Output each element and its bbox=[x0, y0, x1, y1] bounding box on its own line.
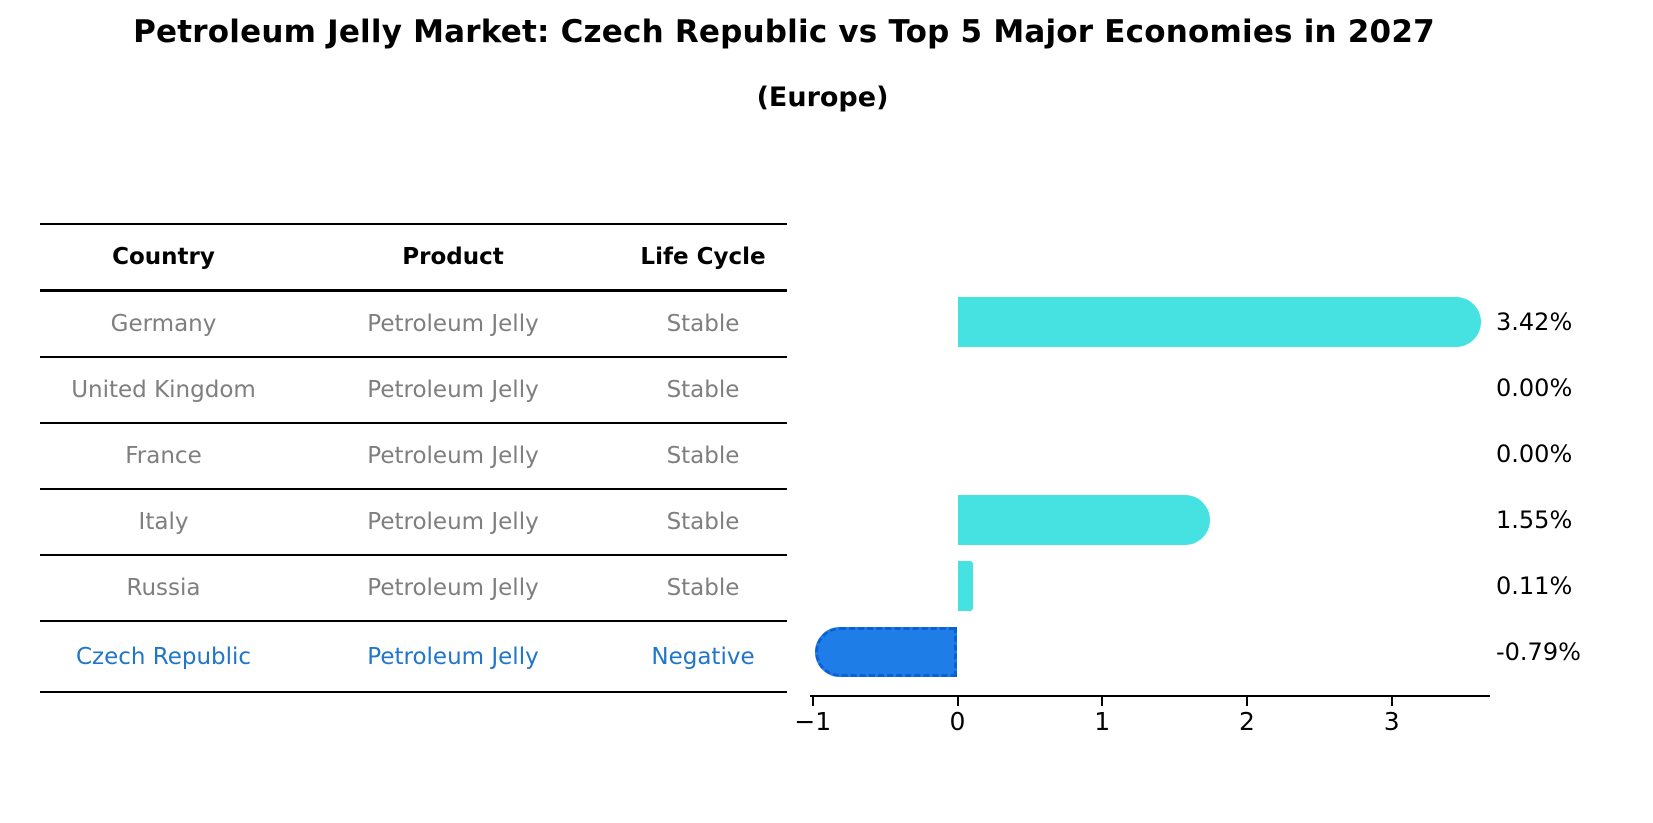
value-label: 0.11% bbox=[1496, 572, 1573, 600]
life-cycle-cell: Stable bbox=[666, 509, 740, 535]
country-cell: United Kingdom bbox=[71, 377, 256, 403]
x-tick-label: 3 bbox=[1383, 707, 1400, 736]
chart-subtitle: (Europe) bbox=[756, 82, 889, 113]
value-label: -0.79% bbox=[1496, 638, 1581, 666]
value-label: 0.00% bbox=[1496, 374, 1573, 402]
x-tick-mark bbox=[956, 697, 959, 706]
life-cycle-cell: Stable bbox=[666, 377, 740, 403]
country-cell: Russia bbox=[126, 575, 201, 601]
life-cycle-cell: Negative bbox=[651, 643, 755, 670]
country-table: Country Product Life Cycle Germany Petro… bbox=[40, 223, 787, 693]
column-header-life-cycle: Life Cycle bbox=[640, 244, 766, 270]
table-header-row: Country Product Life Cycle bbox=[40, 225, 787, 292]
life-cycle-cell: Stable bbox=[666, 443, 740, 469]
x-tick-mark bbox=[811, 697, 814, 706]
product-cell: Petroleum Jelly bbox=[367, 377, 539, 403]
column-header-country: Country bbox=[112, 244, 215, 270]
value-label: 1.55% bbox=[1496, 506, 1573, 534]
country-cell: Germany bbox=[110, 311, 217, 337]
bar-italy bbox=[957, 495, 1210, 545]
product-cell: Petroleum Jelly bbox=[367, 443, 539, 469]
product-cell: Petroleum Jelly bbox=[367, 575, 539, 601]
value-label: 3.42% bbox=[1496, 308, 1573, 336]
table-row: Germany Petroleum Jelly Stable bbox=[40, 292, 787, 358]
product-cell: Petroleum Jelly bbox=[367, 509, 539, 535]
life-cycle-cell: Stable bbox=[666, 575, 740, 601]
column-header-product: Product bbox=[402, 244, 504, 270]
value-label: 0.00% bbox=[1496, 440, 1573, 468]
x-axis-line bbox=[810, 695, 1490, 697]
x-tick-mark bbox=[1246, 697, 1248, 706]
x-tick-mark bbox=[1390, 697, 1393, 706]
x-tick-label: 0 bbox=[949, 707, 966, 736]
bar-germany bbox=[957, 297, 1481, 347]
life-cycle-cell: Stable bbox=[666, 311, 740, 337]
x-tick-mark bbox=[1101, 697, 1104, 706]
table-row: Italy Petroleum Jelly Stable bbox=[40, 490, 787, 556]
country-cell: Italy bbox=[138, 509, 189, 535]
bar-czech-republic bbox=[815, 627, 958, 677]
table-row: Czech Republic Petroleum Jelly Negative bbox=[40, 622, 787, 693]
x-tick-label: 2 bbox=[1239, 707, 1255, 736]
bar-russia bbox=[957, 561, 974, 611]
country-cell: France bbox=[125, 443, 202, 469]
x-tick-label: 1 bbox=[1094, 707, 1111, 736]
product-cell: Petroleum Jelly bbox=[367, 311, 539, 337]
product-cell: Petroleum Jelly bbox=[367, 643, 539, 670]
x-tick-label: −1 bbox=[794, 707, 832, 736]
chart-title: Petroleum Jelly Market: Czech Republic v… bbox=[133, 14, 1435, 50]
country-cell: Czech Republic bbox=[75, 643, 252, 670]
table-row: United Kingdom Petroleum Jelly Stable bbox=[40, 358, 787, 424]
table-row: Russia Petroleum Jelly Stable bbox=[40, 556, 787, 622]
table-row: France Petroleum Jelly Stable bbox=[40, 424, 787, 490]
